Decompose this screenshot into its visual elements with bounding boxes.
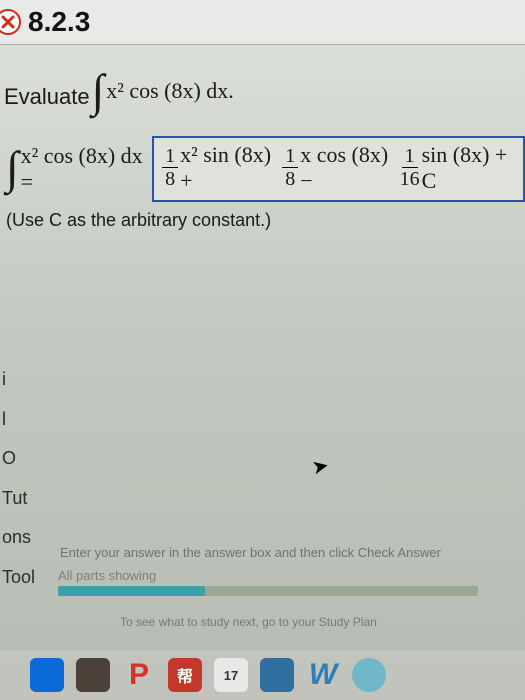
dock-app-icon[interactable] [30, 658, 64, 692]
dock-app-icon[interactable]: P [122, 658, 156, 692]
section-number: 8.2.3 [28, 6, 90, 38]
title-bar: 8.2.3 [0, 0, 525, 45]
incorrect-icon [0, 8, 22, 36]
side-label[interactable]: ons [0, 518, 35, 558]
study-plan-hint: To see what to study next, go to your St… [120, 615, 377, 629]
side-label[interactable]: Tut [0, 479, 35, 519]
integral-icon: ∫ [92, 73, 105, 110]
side-label[interactable]: Tool [0, 558, 35, 598]
side-label[interactable]: l [0, 400, 35, 440]
fraction-1: 1 8 [162, 146, 178, 189]
cursor-icon: ➤ [310, 453, 332, 481]
constant-hint: (Use C as the arbitrary constant.) [4, 210, 525, 231]
dock-app-icon[interactable] [260, 658, 294, 692]
progress-area: All parts showing [58, 568, 498, 596]
fraction-3: 1 16 [400, 146, 420, 189]
integral-expression: ∫ x² cos (8x) dx. [90, 73, 234, 110]
progress-bar [58, 586, 478, 596]
progress-label: All parts showing [58, 568, 498, 583]
progress-fill [58, 586, 205, 596]
fraction-2: 1 8 [282, 146, 298, 189]
problem-content: Evaluate ∫ x² cos (8x) dx. ∫ x² cos (8x)… [0, 45, 525, 231]
dock-app-icon[interactable]: 帮 [168, 658, 202, 692]
dock: P 帮 17 W [0, 650, 525, 700]
side-tool-labels: i l O Tut ons Tool [0, 360, 35, 598]
problem-statement: Evaluate ∫ x² cos (8x) dx. [4, 73, 525, 110]
dock-calendar-icon[interactable]: 17 [214, 658, 248, 692]
enter-answer-hint: Enter your answer in the answer box and … [60, 545, 441, 560]
dock-app-icon[interactable] [352, 658, 386, 692]
integral-icon: ∫ [6, 150, 19, 187]
dock-app-icon[interactable] [76, 658, 110, 692]
side-label[interactable]: i [0, 360, 35, 400]
dock-word-icon[interactable]: W [306, 658, 340, 692]
lhs-expression: ∫ x² cos (8x) dx = [4, 143, 150, 195]
side-label[interactable]: O [0, 439, 35, 479]
evaluate-label: Evaluate [4, 84, 90, 110]
answer-input-box[interactable]: 1 8 x² sin (8x) + 1 8 x cos (8x) − 1 16 … [152, 136, 525, 202]
answer-row: ∫ x² cos (8x) dx = 1 8 x² sin (8x) + 1 8… [4, 136, 525, 202]
